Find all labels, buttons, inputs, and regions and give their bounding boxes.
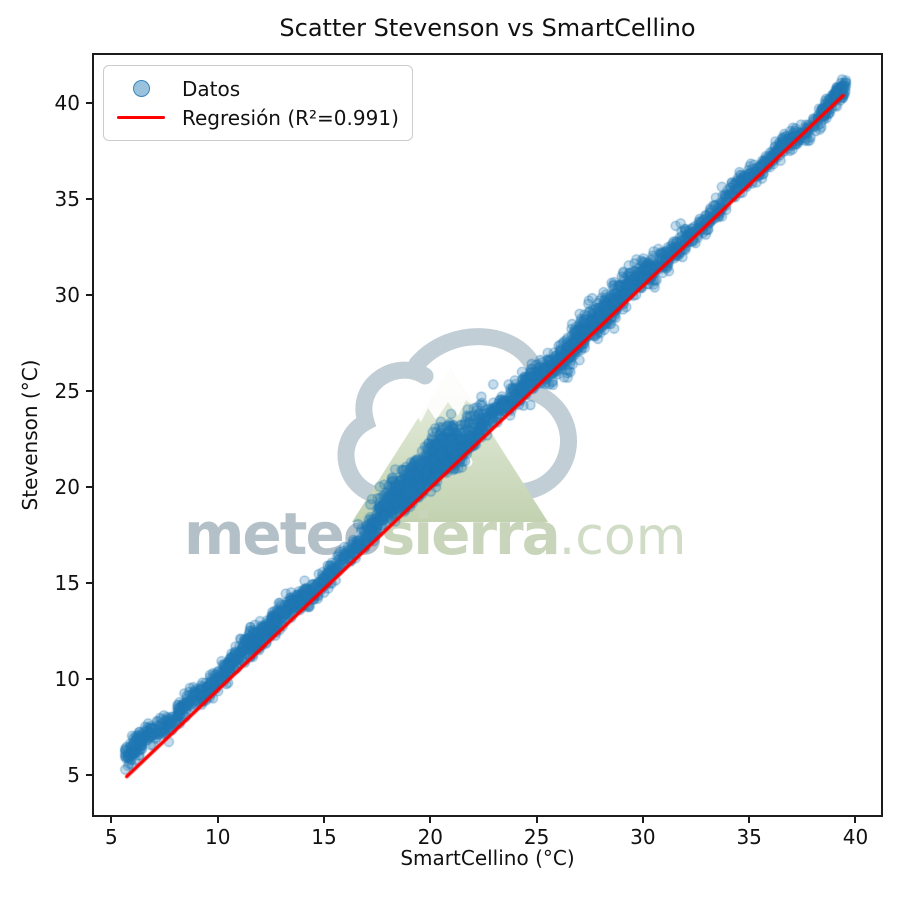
x-tick-mark — [216, 815, 219, 823]
x-tick-mark — [323, 815, 326, 823]
x-tick-label: 30 — [630, 825, 656, 849]
legend-label-regresion: Regresión (R²=0.991) — [182, 105, 399, 130]
scatter-canvas — [94, 55, 881, 815]
legend-entry-datos: Datos — [112, 74, 402, 103]
plot-area: meteosierra.com — [92, 53, 883, 817]
y-tick-mark — [86, 197, 94, 200]
x-tick-label: 40 — [842, 825, 869, 849]
legend: Datos Regresión (R²=0.991) — [103, 65, 413, 141]
y-tick-label: 30 — [54, 282, 80, 307]
x-tick-label: 35 — [736, 825, 762, 849]
x-axis-label: SmartCellino (°C) — [400, 846, 575, 870]
y-tick-mark — [86, 677, 94, 680]
x-tick-label: 20 — [417, 825, 444, 849]
legend-entry-regresion: Regresión (R²=0.991) — [112, 103, 402, 132]
y-tick-label: 15 — [54, 570, 80, 595]
legend-label-datos: Datos — [182, 76, 241, 101]
scatter-marker-icon — [132, 80, 150, 97]
x-tick-label: 5 — [105, 825, 118, 849]
x-tick-label: 10 — [204, 825, 231, 849]
x-tick-mark — [748, 815, 751, 823]
y-tick-mark — [86, 581, 94, 584]
y-tick-label: 20 — [54, 474, 80, 499]
chart-title: Scatter Stevenson vs SmartCellino — [279, 14, 696, 42]
y-tick-label: 25 — [54, 378, 80, 403]
y-tick-mark — [86, 389, 94, 392]
y-tick-mark — [86, 773, 94, 776]
y-tick-mark — [86, 485, 94, 488]
x-tick-mark — [641, 815, 644, 823]
y-tick-label: 40 — [54, 90, 80, 115]
y-tick-label: 5 — [67, 762, 80, 787]
x-tick-mark — [429, 815, 432, 823]
x-tick-mark — [854, 815, 857, 823]
regression-line-icon — [117, 115, 165, 120]
y-axis-label: Stevenson (°C) — [18, 359, 42, 511]
y-tick-label: 10 — [54, 666, 80, 691]
y-tick-label: 35 — [54, 186, 80, 211]
y-tick-mark — [86, 293, 94, 296]
x-tick-label: 25 — [523, 825, 550, 849]
x-tick-label: 15 — [311, 825, 337, 849]
x-tick-mark — [110, 815, 113, 823]
x-tick-mark — [535, 815, 538, 823]
y-tick-mark — [86, 101, 94, 104]
